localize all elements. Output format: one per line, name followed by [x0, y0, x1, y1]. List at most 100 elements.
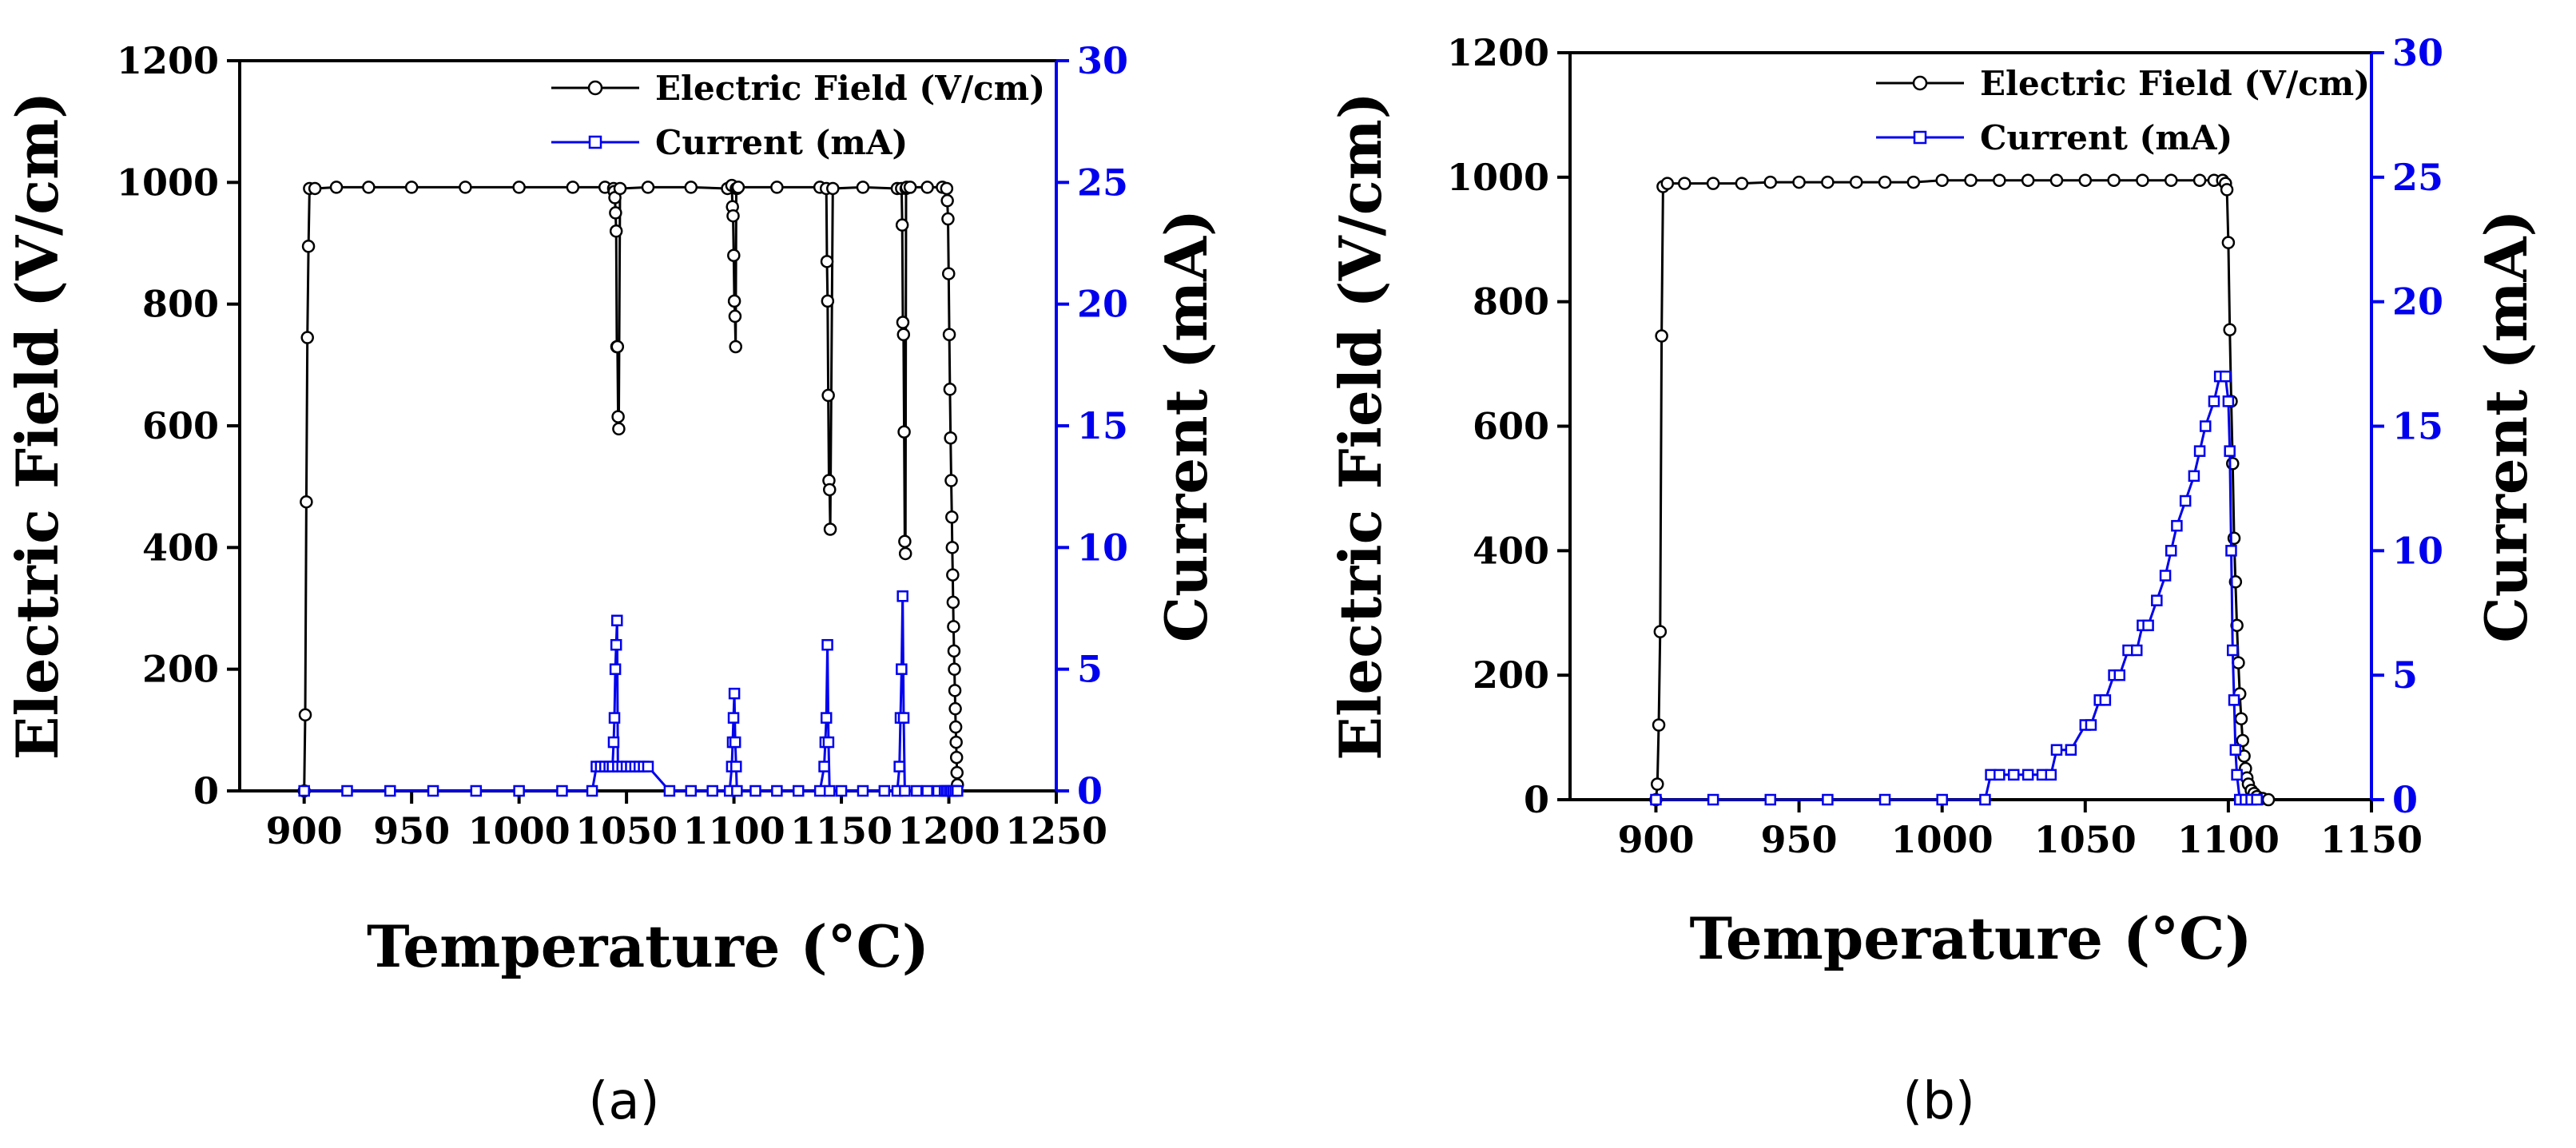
x-tick-label: 1050 — [2034, 818, 2137, 861]
y2-tick-label: 10 — [2392, 529, 2443, 572]
field-point — [300, 495, 313, 509]
x-tick-label: 1100 — [683, 809, 785, 852]
current-point — [513, 785, 525, 797]
current-point — [427, 785, 439, 797]
current-point — [2251, 793, 2263, 806]
field-point — [1735, 177, 1749, 190]
field-point — [613, 181, 627, 196]
field-point — [1792, 175, 1806, 189]
field-point — [610, 340, 625, 354]
panel-b-y2-axis-title: Current (mA) — [2472, 209, 2540, 642]
x-tick-label: 1100 — [2177, 818, 2280, 861]
current-point — [611, 614, 623, 626]
x-tick-label: 1050 — [575, 809, 678, 852]
current-point — [2113, 669, 2126, 681]
field-point — [946, 595, 960, 610]
field-point — [2223, 323, 2236, 336]
current-point — [2179, 495, 2192, 507]
current-series — [1650, 370, 2263, 806]
current-point — [921, 785, 933, 797]
field-point — [944, 431, 957, 445]
y-tick-label: 400 — [142, 526, 219, 569]
current-point — [2099, 694, 2112, 706]
field-point — [609, 224, 623, 238]
field-point — [821, 294, 835, 308]
current-point — [2227, 644, 2239, 657]
field-point — [942, 267, 956, 280]
field-point — [770, 181, 784, 194]
y-tick-label: 400 — [1473, 529, 1549, 572]
current-point — [1764, 793, 1776, 806]
current-point — [706, 785, 718, 797]
field-point — [684, 181, 698, 194]
x-tick-label: 1200 — [898, 809, 1000, 852]
current-point — [2193, 445, 2206, 457]
y2-tick-label: 0 — [2392, 778, 2418, 821]
current-point — [857, 785, 869, 797]
field-point — [1935, 173, 1949, 187]
current-point — [2208, 395, 2220, 407]
field-point — [946, 568, 960, 582]
current-point — [1707, 793, 1719, 806]
field-point — [940, 193, 954, 208]
y-tick-label: 200 — [142, 648, 219, 691]
field-point — [611, 410, 625, 423]
field-point — [1655, 329, 1668, 343]
field-point — [612, 422, 626, 436]
field-point — [947, 644, 961, 658]
current-point — [556, 785, 568, 797]
current-point — [2142, 619, 2154, 632]
current-point — [821, 638, 833, 651]
panel-a: 900 950 1000 1050 1100 1150 1200 12500200400600… — [3, 39, 1220, 1131]
x-tick-label: 1000 — [1891, 818, 1994, 861]
y2-tick-label: 10 — [1077, 526, 1128, 569]
field-series — [1649, 173, 2276, 807]
field-point — [727, 294, 741, 308]
x-tick-label: 950 — [1761, 818, 1838, 861]
field-point — [2232, 656, 2245, 669]
panel-a-label: (a) — [588, 1072, 659, 1131]
field-point — [2220, 183, 2234, 197]
field-point — [731, 181, 745, 194]
current-point — [610, 638, 622, 651]
field-point — [949, 735, 963, 749]
current-point — [2151, 594, 2163, 606]
field-point — [948, 662, 961, 676]
field-point — [1651, 777, 1664, 791]
legend-field-marker — [587, 80, 603, 96]
panel-a-series — [297, 178, 964, 798]
y-tick-label: 800 — [142, 283, 219, 326]
panel-b-y-axis-title: Electric Field (V/cm) — [1326, 92, 1394, 761]
current-point — [2224, 445, 2236, 457]
current-point — [896, 590, 908, 602]
legend-field-label: Electric Field (V/cm) — [655, 69, 1045, 108]
field-point — [821, 388, 835, 403]
current-point — [586, 785, 598, 797]
field-point — [1763, 175, 1777, 189]
current-point — [793, 785, 805, 797]
x-tick-label: 900 — [1617, 818, 1694, 861]
panel-b: 900 950 1000 1050 1100 1150020040060080010001… — [1326, 31, 2540, 1131]
current-point — [2007, 769, 2020, 781]
current-point — [878, 785, 891, 797]
panel-b-series — [1649, 173, 2276, 807]
field-point — [1652, 718, 1666, 732]
current-point — [1878, 793, 1891, 806]
y2-tick-label: 20 — [2392, 280, 2443, 324]
field-point — [726, 209, 740, 223]
field-point — [609, 206, 622, 220]
current-point — [820, 712, 833, 724]
field-series — [297, 178, 964, 798]
field-point — [945, 541, 960, 554]
field-point — [897, 425, 911, 439]
current-point — [2021, 769, 2034, 781]
current-point — [609, 663, 622, 675]
field-point — [1653, 625, 1668, 638]
field-point — [947, 620, 960, 634]
panel-b-legend-item-current: Current (mA) — [1876, 118, 2232, 157]
field-point — [728, 309, 742, 324]
current-point — [384, 785, 396, 797]
field-point — [2234, 712, 2248, 725]
field-point — [826, 181, 840, 196]
